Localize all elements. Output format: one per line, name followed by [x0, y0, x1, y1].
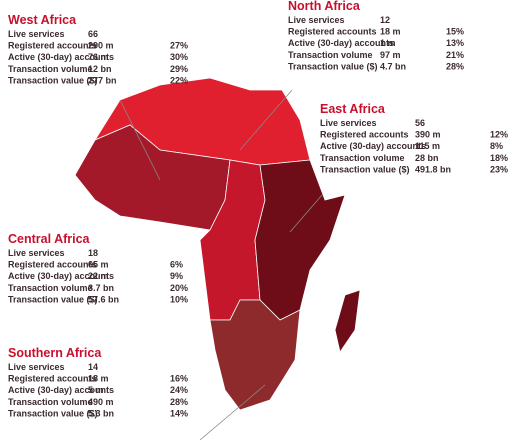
row-label: Transaction volume — [320, 153, 405, 163]
leader-line — [239, 89, 293, 151]
row-value: 18 m — [88, 374, 109, 384]
row-value: 18 m — [380, 27, 401, 37]
row-label: Registered accounts — [8, 374, 97, 384]
row-percent: 14% — [170, 408, 188, 418]
row-value: 14 — [88, 362, 98, 372]
row-label: Live services — [320, 118, 377, 128]
row-value: 57.6 bn — [88, 294, 119, 304]
row-value: 22 m — [88, 271, 109, 281]
row-label: Transaction value ($) — [288, 61, 378, 71]
region-title: East Africa — [320, 102, 386, 116]
row-percent: 15% — [446, 27, 464, 37]
row-label: Active (30-day) accounts — [320, 141, 426, 151]
leader-line — [119, 99, 161, 181]
row-value: 56 — [415, 118, 425, 128]
row-label: Transaction value ($) — [8, 408, 98, 418]
row-value: 277 bn — [88, 75, 117, 85]
row-value: 18 — [88, 248, 98, 258]
row-percent: 28% — [446, 61, 464, 71]
row-percent: 20% — [170, 283, 188, 293]
row-percent: 6% — [170, 260, 183, 270]
row-label: Active (30-day) accounts — [8, 271, 114, 281]
row-label: Transaction volume — [8, 64, 93, 74]
row-label: Active (30-day) accounts — [8, 385, 114, 395]
row-value: 28 bn — [415, 153, 439, 163]
row-label: Transaction volume — [8, 283, 93, 293]
row-label: Live services — [8, 362, 65, 372]
leader-lines — [119, 89, 323, 441]
row-label: Registered accounts — [8, 41, 97, 51]
leader-line — [289, 194, 323, 233]
row-value: 5.3 bn — [88, 408, 114, 418]
row-percent: 18% — [490, 153, 508, 163]
row-percent: 29% — [170, 64, 188, 74]
row-label: Registered accounts — [288, 27, 377, 37]
row-label: Transaction value ($) — [8, 75, 98, 85]
row-percent: 12% — [490, 130, 508, 140]
row-label: Live services — [8, 29, 65, 39]
row-value: 490 m — [88, 397, 114, 407]
southern-africa-region — [209, 299, 301, 411]
region-title: Southern Africa — [8, 346, 102, 360]
row-value: 115 m — [415, 141, 440, 151]
row-label: Transaction value ($) — [320, 164, 410, 174]
row-label: Registered accounts — [8, 260, 97, 270]
row-value: 1 m — [380, 38, 396, 48]
madagascar — [334, 289, 361, 353]
row-label: Transaction volume — [288, 50, 373, 60]
row-value: 66 — [88, 29, 98, 39]
row-value: 4.7 bn — [380, 61, 406, 71]
east-africa-region — [254, 159, 346, 321]
row-percent: 13% — [446, 38, 464, 48]
row-percent: 22% — [170, 75, 188, 85]
row-label: Active (30-day) accounts — [288, 38, 394, 48]
row-value: 65 m — [88, 260, 109, 270]
row-percent: 27% — [170, 41, 188, 51]
row-value: 3.7 bn — [88, 283, 114, 293]
row-value: 5 m — [88, 385, 104, 395]
africa-map — [74, 77, 361, 411]
row-label: Transaction volume — [8, 397, 93, 407]
row-percent: 21% — [446, 50, 464, 60]
row-percent: 9% — [170, 271, 183, 281]
region-title: West Africa — [8, 13, 77, 27]
region-title: Central Africa — [8, 232, 91, 246]
row-percent: 24% — [170, 385, 188, 395]
leader-line — [199, 384, 266, 441]
row-percent: 8% — [490, 141, 503, 151]
row-value: 491.8 bn — [415, 164, 451, 174]
row-percent: 30% — [170, 52, 188, 62]
row-percent: 16% — [170, 374, 188, 384]
row-label: Live services — [288, 15, 345, 25]
row-value: 390 m — [415, 130, 441, 140]
row-value: 12 — [380, 15, 390, 25]
row-label: Active (30-day) accounts — [8, 52, 114, 62]
row-value: 290 m — [88, 41, 114, 51]
row-percent: 23% — [490, 164, 508, 174]
row-value: 76 m — [88, 52, 109, 62]
row-percent: 10% — [170, 294, 188, 304]
row-value: 97 m — [380, 50, 401, 60]
region-title: North Africa — [288, 0, 361, 13]
row-label: Live services — [8, 248, 65, 258]
row-label: Transaction value ($) — [8, 294, 98, 304]
row-percent: 28% — [170, 397, 188, 407]
row-value: 12 bn — [88, 64, 112, 74]
row-label: Registered accounts — [320, 130, 409, 140]
